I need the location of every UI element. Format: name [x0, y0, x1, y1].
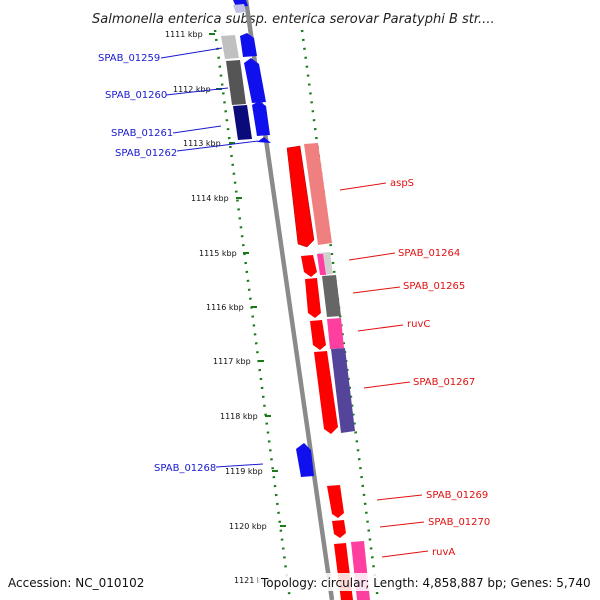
leader-SPAB_01261: [172, 125, 222, 134]
forward-gene-labels: SPAB_01259 SPAB_01260 SPAB_01261 SPAB_01…: [98, 47, 264, 474]
gene-SPAB_01268-cds: [296, 443, 314, 477]
topology-text: Topology: circular; Length: 4,858,887 bp…: [260, 576, 591, 590]
tick-label-1115: 1115 kbp: [199, 249, 237, 258]
gene-SPAB_01265-rna: [322, 275, 341, 317]
gene-SPAB_01269-cds: [327, 485, 344, 518]
tick-marks: 1111 kbp 1112 kbp 1113 kbp 1114 kbp 1115…: [165, 30, 286, 585]
tick-label-1119: 1119 kbp: [225, 467, 263, 476]
left-ring-dotted-line: [213, 29, 292, 600]
gene-SPAB_01259-rna: [221, 35, 239, 59]
forward-strand-genes: [221, 0, 314, 477]
gene-SPAB_01260-cds: [244, 58, 266, 103]
tick-label-1113: 1113 kbp: [183, 139, 221, 148]
leader-SPAB_01262: [176, 140, 259, 152]
tick-label-1121: 1121 kbp: [234, 576, 272, 585]
tick-label-1116: 1116 kbp: [206, 303, 244, 312]
gene-SPAB_01270-cds: [332, 520, 346, 538]
gene-aspS-rna: [304, 143, 332, 245]
leader-SPAB_01260: [165, 87, 229, 96]
gene-SPAB_01259-cds: [240, 33, 257, 57]
leader-SPAB_01268: [215, 463, 264, 468]
tick-label-1114: 1114 kbp: [191, 194, 229, 203]
gene-SPAB_01267-rna: [331, 348, 355, 433]
gene-label-SPAB_01259[interactable]: SPAB_01259: [98, 53, 160, 64]
accession-text: Accession: NC_010102: [8, 576, 144, 590]
gene-SPAB_01261-rna: [233, 105, 252, 140]
gene-ruvC-cds: [310, 320, 326, 350]
gene-SPAB_01264-cds: [301, 255, 317, 277]
gene-label-SPAB_01267[interactable]: SPAB_01267: [413, 377, 475, 388]
leader-SPAB_01269: [376, 494, 423, 501]
gene-label-ruvA[interactable]: ruvA: [432, 547, 455, 558]
leader-SPAB_01259: [160, 47, 223, 59]
gene-label-SPAB_01265[interactable]: SPAB_01265: [403, 281, 465, 292]
gene-SPAB_01265-cds: [305, 278, 321, 318]
gene-ruvC-rna: [327, 318, 344, 349]
gene-SPAB_01260-rna: [226, 60, 246, 105]
gene-label-SPAB_01270[interactable]: SPAB_01270: [428, 517, 490, 528]
leader-SPAB_01265: [352, 286, 401, 294]
gene-label-SPAB_01261[interactable]: SPAB_01261: [111, 128, 173, 139]
tick-label-1117: 1117 kbp: [213, 357, 251, 366]
gene-label-ruvC[interactable]: ruvC: [407, 319, 430, 330]
gene-label-SPAB_01260[interactable]: SPAB_01260: [105, 90, 167, 101]
reverse-gene-labels: aspS SPAB_01264 SPAB_01265 ruvC SPAB_012…: [339, 178, 490, 558]
footer-topology-backdrop: [258, 573, 594, 591]
map-title: Salmonella enterica subsp. enterica sero…: [92, 12, 495, 27]
gene-SPAB_01264-pink: [317, 254, 326, 275]
gene-label-SPAB_01269[interactable]: SPAB_01269: [426, 490, 488, 501]
tick-label-1118: 1118 kbp: [220, 412, 258, 421]
leader-ruvA: [381, 550, 429, 558]
leader-SPAB_01267: [363, 381, 411, 389]
tick-label-1111: 1111 kbp: [165, 30, 203, 39]
gene-SPAB_01267-cds: [314, 351, 338, 434]
leader-ruvC: [357, 324, 404, 332]
gene-SPAB_01261-cds: [252, 101, 270, 136]
tick-label-1120: 1120 kbp: [229, 522, 267, 531]
leader-aspS: [339, 182, 387, 191]
gene-label-SPAB_01268[interactable]: SPAB_01268: [154, 463, 216, 474]
leader-SPAB_01264: [348, 252, 396, 261]
gene-aspS-cds: [286, 145, 315, 248]
gene-top-light: [233, 4, 246, 13]
gene-label-SPAB_01262[interactable]: SPAB_01262: [115, 148, 177, 159]
gene-label-SPAB_01264[interactable]: SPAB_01264: [398, 248, 460, 259]
gene-ruvA-rna: [351, 541, 370, 600]
gene-label-aspS[interactable]: aspS: [390, 178, 414, 189]
gene-SPAB_01262-cds: [257, 137, 271, 143]
tick-label-1112: 1112 kbp: [173, 85, 211, 94]
gene-ruvA-cds: [334, 543, 353, 600]
leader-SPAB_01270: [379, 521, 425, 528]
